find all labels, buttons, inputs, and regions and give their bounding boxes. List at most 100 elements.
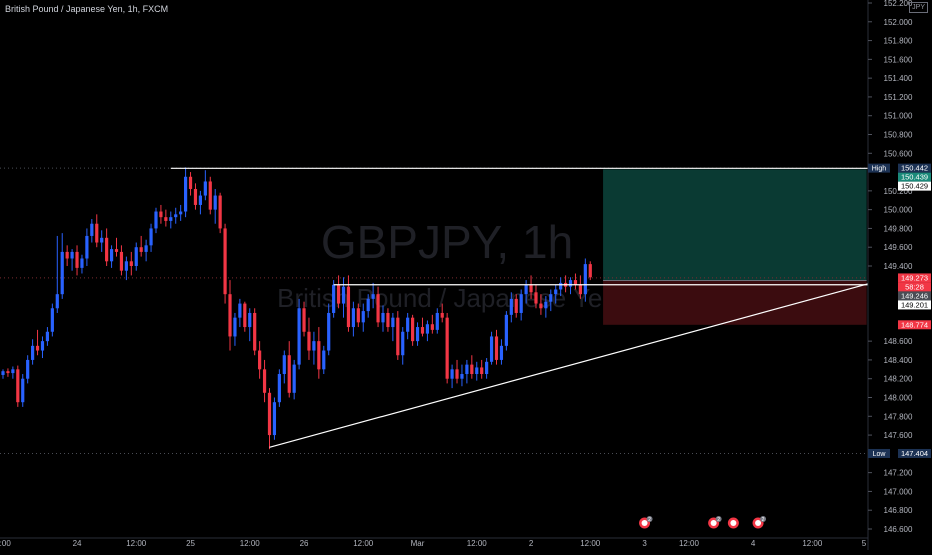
candle[interactable] [65, 245, 69, 266]
candle[interactable] [95, 214, 99, 248]
event-marker-icon[interactable]: 2 [708, 516, 722, 529]
candle[interactable] [213, 188, 217, 224]
candle[interactable] [539, 294, 543, 315]
candle[interactable] [351, 301, 355, 337]
candle[interactable] [578, 275, 582, 299]
candle[interactable] [124, 256, 128, 281]
candle[interactable] [149, 223, 153, 252]
candle[interactable] [317, 327, 321, 379]
candle[interactable] [179, 204, 183, 221]
candle[interactable] [366, 294, 370, 318]
candle[interactable] [381, 305, 385, 332]
candle[interactable] [282, 350, 286, 384]
candle[interactable] [573, 273, 578, 290]
candle[interactable] [1, 369, 5, 379]
candle[interactable] [529, 275, 533, 299]
candle[interactable] [470, 355, 474, 379]
candle[interactable] [406, 312, 410, 340]
candle[interactable] [60, 233, 64, 299]
candle[interactable] [164, 209, 168, 227]
candle[interactable] [430, 314, 434, 334]
candle[interactable] [489, 331, 494, 365]
candle[interactable] [198, 190, 202, 215]
candle[interactable] [401, 327, 405, 365]
candle[interactable] [327, 303, 331, 356]
candle[interactable] [100, 230, 104, 252]
candle[interactable] [322, 345, 326, 375]
position-loss-zone[interactable] [603, 280, 867, 325]
trendline-2[interactable] [269, 283, 869, 448]
candle[interactable] [159, 204, 163, 224]
candle[interactable] [455, 359, 459, 384]
candle[interactable] [248, 308, 252, 342]
candle[interactable] [183, 167, 188, 218]
candle[interactable] [524, 280, 528, 304]
candle[interactable] [411, 314, 415, 346]
candle[interactable] [485, 358, 489, 379]
candle[interactable] [134, 242, 138, 271]
candle[interactable] [6, 368, 10, 377]
candle[interactable] [16, 365, 20, 407]
candle[interactable] [534, 284, 538, 309]
candle[interactable] [465, 359, 469, 384]
candle[interactable] [391, 312, 395, 342]
candle[interactable] [26, 355, 30, 384]
event-marker-icon[interactable]: 2 [752, 516, 767, 529]
candle[interactable] [233, 312, 237, 346]
candle[interactable] [119, 245, 124, 276]
candle[interactable] [583, 258, 587, 302]
candle[interactable] [504, 311, 508, 351]
candle[interactable] [144, 239, 148, 262]
candle[interactable] [287, 341, 291, 398]
candle[interactable] [85, 228, 89, 266]
candle[interactable] [371, 282, 375, 309]
candle[interactable] [50, 303, 54, 337]
candle[interactable] [55, 235, 59, 313]
candle[interactable] [105, 228, 109, 266]
candle[interactable] [223, 223, 227, 304]
candle[interactable] [307, 317, 311, 360]
candle[interactable] [218, 192, 222, 234]
candle[interactable] [554, 284, 558, 304]
candle[interactable] [114, 237, 119, 257]
candle[interactable] [494, 329, 499, 365]
candle[interactable] [509, 292, 513, 323]
candle[interactable] [440, 303, 444, 323]
candle[interactable] [258, 341, 262, 379]
candle[interactable] [559, 277, 563, 297]
candle[interactable] [129, 251, 133, 276]
event-marker-icon[interactable] [727, 517, 739, 529]
candle[interactable] [445, 312, 449, 384]
candle[interactable] [361, 303, 365, 332]
candle[interactable] [519, 289, 523, 321]
candle[interactable] [109, 245, 114, 268]
candle[interactable] [272, 397, 277, 440]
candle[interactable] [336, 275, 341, 309]
candle[interactable] [420, 317, 425, 337]
candle[interactable] [139, 235, 143, 257]
candle[interactable] [228, 280, 232, 351]
candle[interactable] [193, 183, 198, 210]
candle[interactable] [292, 359, 296, 400]
candle[interactable] [302, 301, 306, 337]
candle[interactable] [544, 296, 548, 318]
candle[interactable] [40, 336, 45, 359]
candle[interactable] [277, 369, 281, 407]
candle[interactable] [31, 339, 35, 365]
candle[interactable] [90, 219, 94, 243]
candle[interactable] [356, 303, 360, 328]
candle[interactable] [75, 245, 79, 276]
candle[interactable] [297, 298, 301, 370]
candle[interactable] [208, 176, 212, 215]
candle[interactable] [568, 277, 573, 295]
candle[interactable] [238, 298, 242, 328]
candle[interactable] [35, 329, 40, 356]
candle[interactable] [203, 170, 207, 201]
candle[interactable] [588, 261, 592, 281]
candle[interactable] [499, 339, 504, 365]
position-profit-zone[interactable] [603, 169, 867, 281]
candle[interactable] [435, 308, 439, 334]
candle[interactable] [243, 301, 247, 332]
candle[interactable] [169, 211, 173, 229]
candle[interactable] [70, 249, 74, 271]
